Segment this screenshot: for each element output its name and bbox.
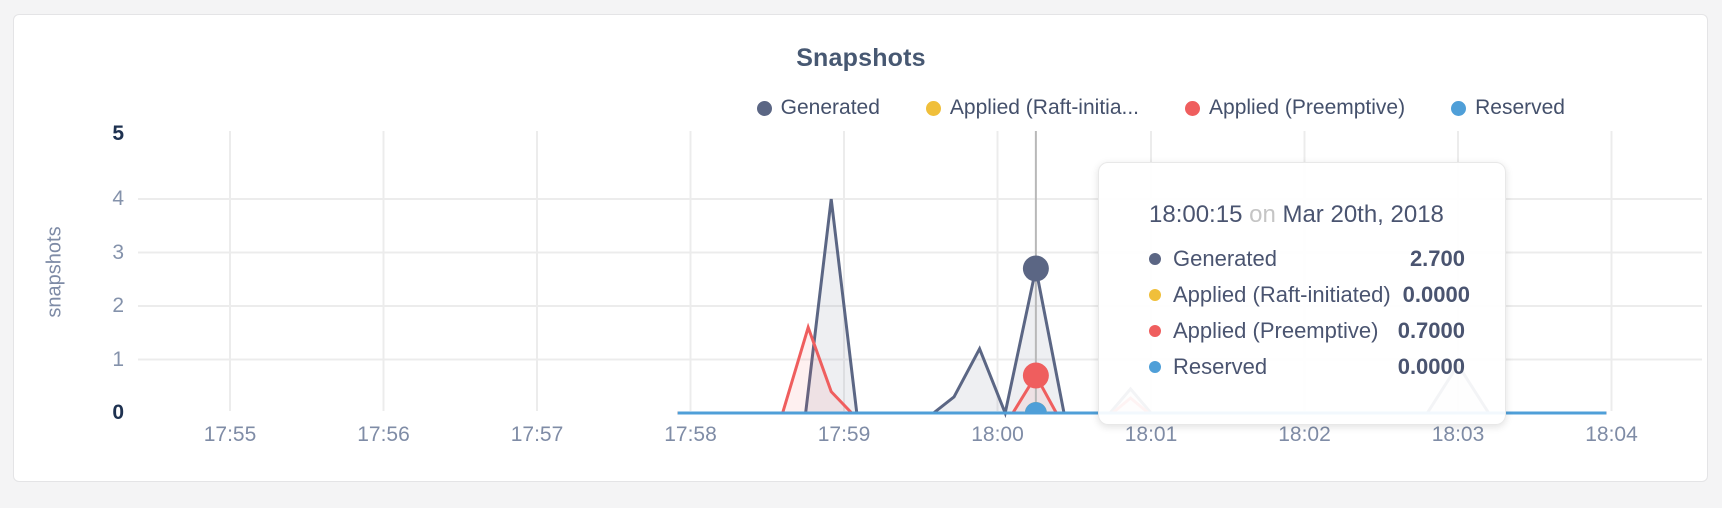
chart-title: Snapshots [796,44,926,72]
applied-raft-series-dot-icon [1149,289,1161,301]
legend-label: Reserved [1475,96,1565,119]
x-tick-label: 17:56 [357,423,410,446]
x-tick-label: 17:55 [203,423,257,446]
legend-label: Applied (Raft-initia... [949,96,1140,119]
legend-item-reserved[interactable]: Reserved [1451,96,1565,120]
tooltip-row-value: 0.7000 [1397,318,1465,343]
applied-preemptive-series-dot-icon [1149,325,1161,337]
x-tick-label: 18:03 [1431,423,1485,446]
legend-label: Generated [780,96,880,119]
x-tick-label: 18:04 [1585,423,1638,446]
y-tick-label: 5 [112,122,124,145]
tooltip-row-value: 0.0000 [1402,282,1470,307]
tooltip-row-label: Reserved [1173,354,1268,379]
tooltip-row-label: Generated [1173,246,1277,271]
tooltip-row-value: 0.0000 [1397,354,1465,379]
tooltip-rows: Generated 2.700 Applied (Raft-initiated)… [1149,241,1470,385]
tooltip-row-value: 2.700 [1409,246,1465,271]
y-tick-label: 3 [112,240,124,264]
tooltip-row-applied-raft-initiated: Applied (Raft-initiated) 0.0000 [1149,277,1470,313]
hover-dot-reserved [1024,402,1047,413]
hover-dot-generated [1022,255,1049,282]
y-tick-label: 1 [112,347,124,371]
hover-tooltip: 18:00:15 on Mar 20th, 2018 Generated 2.7… [1098,162,1506,425]
x-tick-label: 17:57 [510,423,564,446]
legend-item-generated[interactable]: Generated [756,96,880,120]
x-tick-label: 18:01 [1124,423,1178,446]
chart-legend: Generated Applied (Raft-initia... Applie… [756,96,1565,120]
y-tick-label: 4 [112,187,124,210]
x-tick-label: 17:58 [664,423,717,446]
tooltip-date: Mar 20th, 2018 [1282,201,1444,228]
generated-series-dot-icon [756,100,772,116]
generated-series-dot-icon [1149,253,1161,265]
tooltip-separator: on [1249,201,1276,228]
tooltip-header: 18:00:15 on Mar 20th, 2018 [1149,199,1465,231]
tooltip-row-applied-preemptive: Applied (Preemptive) 0.7000 [1149,313,1465,349]
x-tick-label: 18:02 [1278,423,1331,446]
reserved-series-dot-icon [1149,361,1161,373]
tooltip-row-label: Applied (Preemptive) [1173,318,1379,343]
tooltip-time: 18:00:15 [1149,201,1243,228]
legend-label: Applied (Preemptive) [1209,96,1406,119]
y-tick-label: 0 [112,401,124,424]
applied-raft-series-dot-icon [925,100,941,116]
applied-preemptive-series-dot-icon [1185,100,1201,116]
legend-item-applied-raft-initiated[interactable]: Applied (Raft-initia... [925,96,1140,120]
legend-item-applied-preemptive[interactable]: Applied (Preemptive) [1185,96,1405,120]
tooltip-row-label: Applied (Raft-initiated) [1173,282,1391,307]
hover-dot-applied-preemptive- [1022,362,1049,389]
x-tick-label: 17:59 [817,423,871,446]
tooltip-row-reserved: Reserved 0.0000 [1149,349,1465,385]
x-tick-label: 18:00 [971,423,1024,446]
y-tick-label: 2 [112,294,124,317]
tooltip-row-generated: Generated 2.700 [1149,241,1465,277]
reserved-series-dot-icon [1451,100,1467,116]
